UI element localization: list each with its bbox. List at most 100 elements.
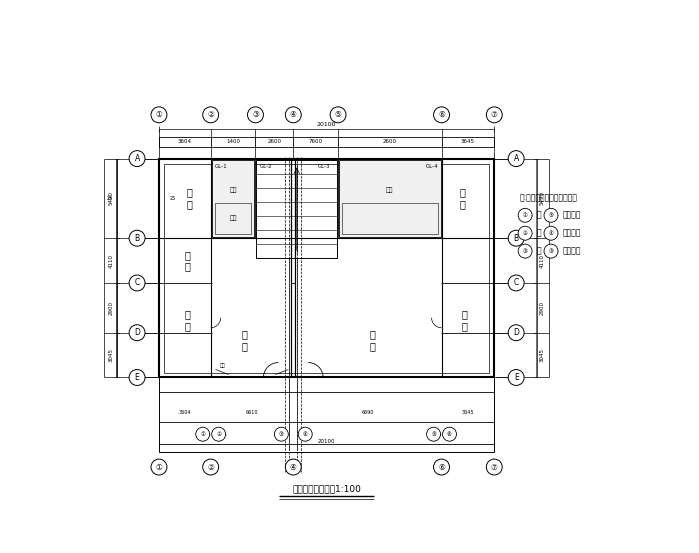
Circle shape (285, 459, 301, 475)
Text: 与: 与 (537, 229, 542, 238)
Text: ③: ③ (549, 249, 554, 254)
Text: GL-2: GL-2 (260, 164, 273, 169)
Text: 一层综排水平面图1:100: 一层综排水平面图1:100 (292, 484, 361, 493)
Circle shape (426, 427, 440, 441)
Circle shape (518, 208, 532, 222)
Text: 与: 与 (537, 211, 542, 220)
Text: ①: ① (155, 462, 162, 472)
Text: ②: ② (208, 110, 214, 119)
Circle shape (203, 459, 219, 475)
Text: 新
厅: 新 厅 (187, 187, 193, 209)
Circle shape (330, 107, 346, 123)
Circle shape (508, 369, 524, 385)
Text: ⑥: ⑥ (438, 462, 445, 472)
Text: GL-3: GL-3 (317, 164, 330, 169)
Circle shape (285, 107, 301, 123)
Circle shape (247, 107, 264, 123)
Bar (164, 164, 489, 373)
Text: ⑥: ⑥ (447, 432, 452, 437)
Bar (215, 203, 252, 234)
Text: 4110: 4110 (540, 254, 545, 268)
Text: 浴盆: 浴盆 (229, 188, 237, 194)
Text: ①: ① (155, 110, 162, 119)
Text: 3645: 3645 (461, 410, 474, 415)
Text: 25: 25 (170, 196, 176, 201)
Text: 注:左右两户给排水对称布置: 注:左右两户给排水对称布置 (519, 194, 577, 202)
Text: 3604: 3604 (178, 139, 192, 144)
Text: 4110: 4110 (109, 254, 114, 268)
Circle shape (275, 427, 288, 441)
Circle shape (129, 325, 145, 341)
Text: ⑦: ⑦ (491, 110, 498, 119)
Text: 5490: 5490 (540, 191, 545, 205)
Circle shape (151, 107, 167, 123)
Bar (257, 160, 337, 258)
Circle shape (508, 275, 524, 291)
Text: 5490: 5490 (109, 191, 114, 205)
Circle shape (129, 369, 145, 385)
Circle shape (544, 244, 558, 258)
Text: ④: ④ (549, 231, 554, 236)
Bar (159, 159, 494, 378)
Text: B: B (134, 234, 140, 243)
Text: ④: ④ (303, 432, 308, 437)
Text: A: A (134, 154, 140, 163)
Text: ②: ② (523, 231, 528, 236)
Text: 6610: 6610 (246, 410, 258, 415)
Text: ⑤: ⑤ (431, 432, 436, 437)
Text: 新
厅: 新 厅 (185, 250, 191, 272)
Text: ③: ③ (279, 432, 284, 437)
Text: GL-1: GL-1 (215, 164, 227, 169)
Text: 新
厅: 新 厅 (370, 330, 375, 351)
Text: ①: ① (523, 213, 528, 218)
Text: ⑤: ⑤ (335, 110, 342, 119)
Text: 3045: 3045 (109, 348, 114, 362)
Text: 2600: 2600 (268, 139, 282, 144)
Bar (339, 160, 440, 237)
Text: C: C (134, 279, 140, 288)
Circle shape (129, 275, 145, 291)
Circle shape (508, 325, 524, 341)
Circle shape (203, 107, 219, 123)
Text: 对称布置: 对称布置 (563, 247, 582, 255)
Text: ②: ② (208, 462, 214, 472)
Text: ②: ② (216, 432, 221, 437)
Text: ③: ③ (252, 110, 259, 119)
Text: 2900: 2900 (109, 301, 114, 315)
Circle shape (518, 244, 532, 258)
Text: E: E (514, 373, 519, 382)
Text: ⑦: ⑦ (491, 462, 498, 472)
Text: ⑤: ⑤ (549, 213, 554, 218)
Text: 6690: 6690 (361, 410, 373, 415)
Circle shape (129, 150, 145, 166)
Text: 3045: 3045 (540, 348, 545, 362)
Circle shape (151, 459, 167, 475)
Text: 新
厅: 新 厅 (241, 330, 247, 351)
Text: ③: ③ (523, 249, 528, 254)
Text: 3645: 3645 (461, 139, 475, 144)
Circle shape (212, 427, 226, 441)
Text: 20100: 20100 (317, 122, 336, 127)
Circle shape (518, 226, 532, 240)
Text: 排水: 排水 (219, 363, 226, 368)
Text: E: E (135, 373, 139, 382)
Circle shape (433, 107, 449, 123)
Text: 居
室: 居 室 (185, 310, 191, 331)
Text: B: B (514, 234, 519, 243)
Text: 25: 25 (107, 196, 113, 201)
Circle shape (508, 150, 524, 166)
Text: 与: 与 (537, 247, 542, 255)
Text: C: C (514, 279, 519, 288)
Circle shape (442, 427, 456, 441)
Text: GL-4: GL-4 (425, 164, 438, 169)
Bar (342, 203, 438, 234)
Text: 3604: 3604 (178, 410, 191, 415)
Bar (159, 378, 494, 452)
Text: 1400: 1400 (226, 139, 240, 144)
Circle shape (129, 230, 145, 246)
Text: D: D (134, 328, 140, 337)
Text: ①: ① (201, 432, 206, 437)
Circle shape (487, 459, 502, 475)
Circle shape (196, 427, 210, 441)
Circle shape (298, 427, 312, 441)
